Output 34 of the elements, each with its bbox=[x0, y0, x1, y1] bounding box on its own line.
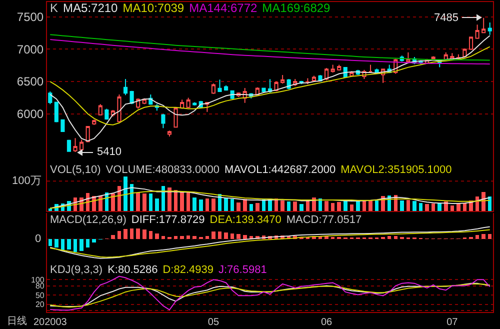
ref-line-label: 0 bbox=[35, 233, 42, 245]
chart-title: MACD(12,26,9) bbox=[50, 214, 126, 226]
chart-subtitle: VOLUME:480833.0000 bbox=[106, 164, 220, 176]
annotation: 5410 bbox=[97, 146, 122, 158]
series-label: J:76.5981 bbox=[218, 264, 267, 276]
ref-line-label: 100万 bbox=[12, 175, 42, 187]
y-tick-label: 6000 bbox=[16, 107, 44, 122]
series-label: MAVOL1:442687.2000 bbox=[224, 164, 336, 176]
series-label: K:80.5286 bbox=[108, 264, 158, 276]
series-label: DEA:139.3470 bbox=[210, 214, 282, 226]
y-tick-label: 7500 bbox=[16, 10, 44, 24]
y-tick-label: 7000 bbox=[16, 42, 44, 56]
x-tick-label: 202003 bbox=[33, 317, 68, 328]
text: MA5:7210 bbox=[63, 1, 118, 15]
text: MA10:7039 bbox=[122, 1, 184, 15]
x-axis-title: 日线 bbox=[7, 315, 27, 327]
text: MAVOL2:351905.1000 bbox=[340, 164, 452, 176]
x-tick-label: 06 bbox=[320, 317, 333, 328]
x-tick-label: 05 bbox=[208, 317, 220, 328]
text: MA169:6829 bbox=[262, 1, 330, 15]
annotation: 7485 bbox=[434, 12, 458, 24]
chart-title: VOL(5,10) bbox=[50, 164, 101, 176]
chart-title: K bbox=[50, 1, 58, 15]
series-label: DIFF:177.8729 bbox=[131, 214, 205, 226]
series-label: D:82.4939 bbox=[162, 264, 214, 276]
y-tick-label: 20 bbox=[35, 300, 45, 310]
x-tick-label: 07 bbox=[446, 317, 458, 328]
text: MA144:6772 bbox=[189, 1, 258, 15]
y-tick-label: 50 bbox=[35, 290, 45, 300]
y-tick-label: 6500 bbox=[16, 74, 44, 89]
text: MACD:77.0517 bbox=[286, 214, 362, 226]
chart-title: KDJ(9,3,3) bbox=[50, 264, 103, 276]
y-tick-label: 80 bbox=[35, 282, 45, 291]
y-tick-label: 100 bbox=[31, 275, 45, 284]
